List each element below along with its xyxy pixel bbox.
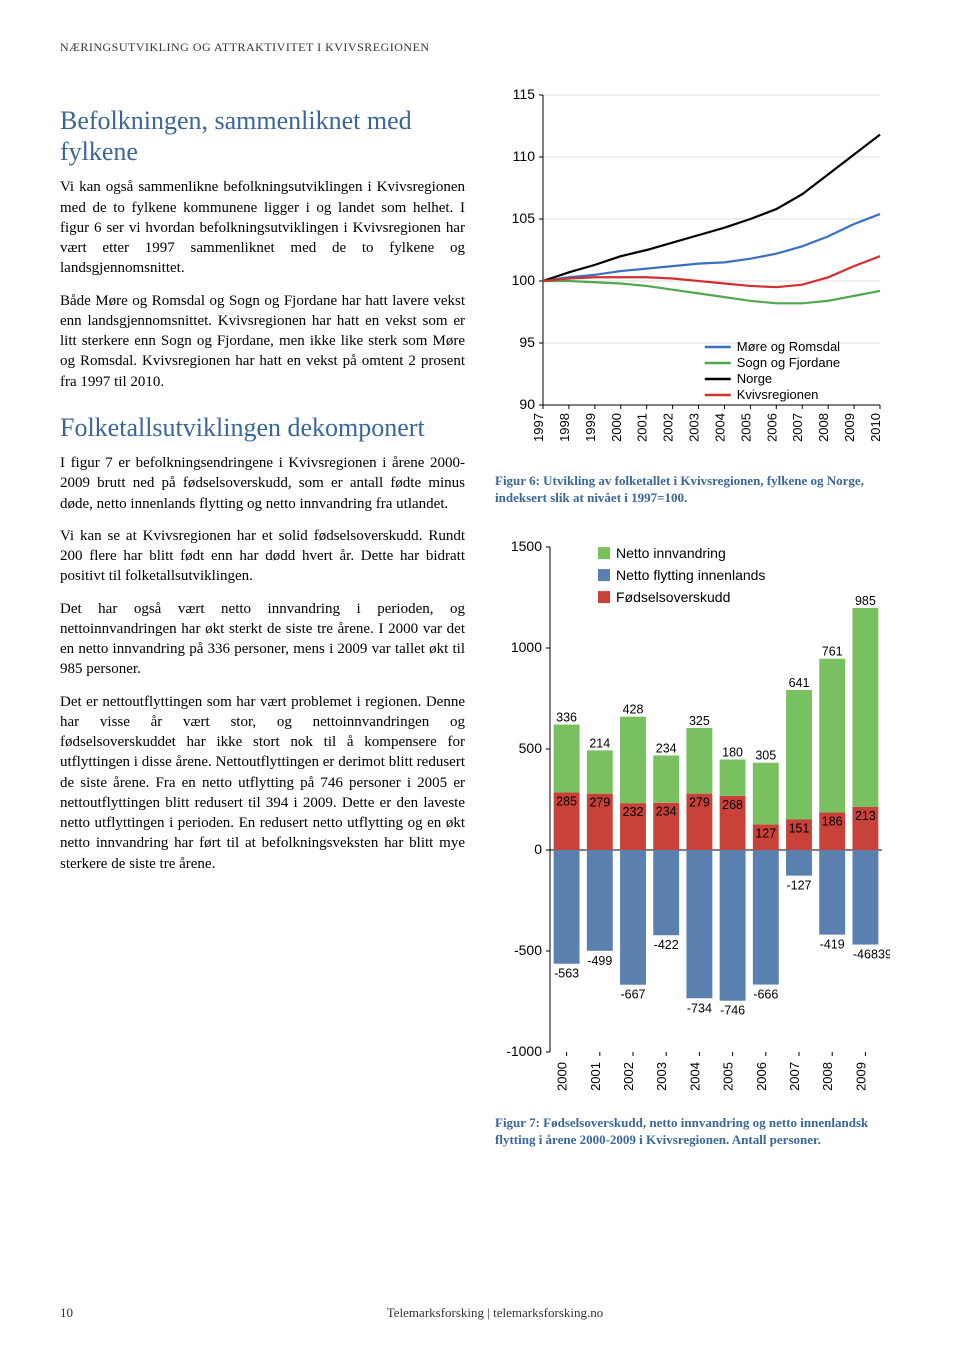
svg-text:-419: -419 (820, 937, 845, 951)
section2-p1: I figur 7 er befolkningsendringene i Kvi… (60, 453, 465, 514)
svg-text:180: 180 (722, 745, 743, 759)
svg-text:232: 232 (623, 805, 644, 819)
svg-text:2002: 2002 (621, 1062, 636, 1091)
section1-p2: Både Møre og Romsdal og Sogn og Fjordane… (60, 291, 465, 392)
svg-text:-563: -563 (554, 967, 579, 981)
figure7-bar-chart: -1000 -500 0 500 1000 1500 336 285 -563 214 279 -49… (495, 537, 890, 1107)
section2-p3: Det har også vært netto innvandring i pe… (60, 599, 465, 680)
svg-text:1997: 1997 (531, 413, 546, 442)
svg-text:2003: 2003 (654, 1062, 669, 1091)
svg-text:2001: 2001 (635, 413, 650, 442)
svg-text:2004: 2004 (712, 413, 727, 442)
svg-text:2008: 2008 (820, 1062, 835, 1091)
svg-text:-1000: -1000 (506, 1043, 542, 1059)
svg-text:2000: 2000 (555, 1062, 570, 1091)
svg-text:0: 0 (534, 841, 542, 857)
svg-text:-666: -666 (753, 987, 778, 1001)
svg-text:394: 394 (878, 947, 890, 961)
svg-text:2000: 2000 (609, 413, 624, 442)
svg-text:-734: -734 (687, 1001, 712, 1015)
svg-text:Netto flytting innenlands: Netto flytting innenlands (616, 567, 765, 583)
svg-text:2002: 2002 (661, 413, 676, 442)
svg-text:1000: 1000 (511, 639, 542, 655)
svg-text:Norge: Norge (737, 371, 772, 386)
svg-text:2001: 2001 (588, 1062, 603, 1091)
svg-text:2006: 2006 (754, 1062, 769, 1091)
left-column: Befolkningen, sammenliknet med fylkene V… (60, 85, 465, 1149)
page-footer: 10 Telemarksforsking | telemarksforsking… (60, 1305, 900, 1321)
svg-text:2005: 2005 (738, 413, 753, 442)
svg-text:127: 127 (755, 826, 776, 840)
svg-text:2009: 2009 (842, 413, 857, 442)
section2-p2: Vi kan se at Kvivsregionen har et solid … (60, 526, 465, 587)
svg-text:1998: 1998 (557, 413, 572, 442)
footer-text: Telemarksforsking | telemarksforsking.no (90, 1305, 900, 1321)
svg-text:234: 234 (656, 741, 677, 755)
svg-text:115: 115 (513, 86, 536, 102)
svg-text:Fødselsoverskudd: Fødselsoverskudd (616, 589, 730, 605)
section2-title: Folketallsutviklingen dekomponert (60, 412, 465, 443)
svg-text:761: 761 (822, 644, 843, 658)
svg-text:268: 268 (722, 798, 743, 812)
svg-text:-746: -746 (720, 1003, 745, 1017)
svg-text:1999: 1999 (583, 413, 598, 442)
svg-text:-468: -468 (853, 947, 878, 961)
svg-text:500: 500 (519, 740, 543, 756)
svg-text:2007: 2007 (790, 413, 805, 442)
svg-text:336: 336 (556, 710, 577, 724)
section1-p1: Vi kan også sammenlikne befolkningsutvik… (60, 177, 465, 278)
svg-text:2003: 2003 (687, 413, 702, 442)
svg-text:2005: 2005 (721, 1062, 736, 1091)
svg-text:2010: 2010 (868, 413, 883, 442)
svg-text:-500: -500 (514, 942, 542, 958)
svg-text:213: 213 (855, 809, 876, 823)
section2-p4: Det er nettoutflyttingen som har vært pr… (60, 692, 465, 874)
svg-text:279: 279 (589, 795, 610, 809)
figure6-line-chart: 90 95 100 105 110 115 1997 1998 1999 2000 2001 2002… (495, 85, 890, 465)
svg-text:1500: 1500 (511, 538, 542, 554)
figure7-caption: Figur 7: Fødselsoverskudd, netto innvand… (495, 1115, 900, 1149)
svg-text:90: 90 (519, 396, 535, 412)
svg-text:105: 105 (512, 210, 536, 226)
svg-text:285: 285 (556, 794, 577, 808)
svg-text:Møre og Romsdal: Møre og Romsdal (737, 339, 840, 354)
figure6-caption: Figur 6: Utvikling av folketallet i Kviv… (495, 473, 900, 507)
svg-text:2009: 2009 (853, 1062, 868, 1091)
svg-text:-127: -127 (786, 878, 811, 892)
svg-text:Netto innvandring: Netto innvandring (616, 545, 726, 561)
svg-text:Kvivsregionen: Kvivsregionen (737, 387, 819, 402)
svg-text:2007: 2007 (787, 1062, 802, 1091)
svg-text:641: 641 (789, 676, 810, 690)
svg-text:279: 279 (689, 795, 710, 809)
svg-text:985: 985 (855, 594, 876, 608)
svg-text:428: 428 (623, 702, 644, 716)
svg-text:151: 151 (789, 821, 810, 835)
svg-text:110: 110 (513, 148, 536, 164)
svg-text:234: 234 (656, 805, 677, 819)
page-number: 10 (60, 1305, 90, 1321)
svg-text:-667: -667 (620, 988, 645, 1002)
svg-text:Sogn og Fjordane: Sogn og Fjordane (737, 355, 840, 370)
section1-title: Befolkningen, sammenliknet med fylkene (60, 105, 465, 167)
page-header: NÆRINGSUTVIKLING OG ATTRAKTIVITET I KVIV… (60, 40, 900, 55)
svg-text:214: 214 (589, 736, 610, 750)
svg-text:-422: -422 (654, 938, 679, 952)
svg-text:325: 325 (689, 714, 710, 728)
svg-text:2008: 2008 (816, 413, 831, 442)
svg-text:186: 186 (822, 814, 843, 828)
svg-text:2004: 2004 (687, 1062, 702, 1091)
svg-text:2006: 2006 (764, 413, 779, 442)
svg-text:100: 100 (512, 272, 536, 288)
svg-text:-499: -499 (587, 954, 612, 968)
right-column: 90 95 100 105 110 115 1997 1998 1999 2000 2001 2002… (495, 85, 900, 1149)
svg-text:305: 305 (755, 749, 776, 763)
svg-text:95: 95 (519, 334, 535, 350)
